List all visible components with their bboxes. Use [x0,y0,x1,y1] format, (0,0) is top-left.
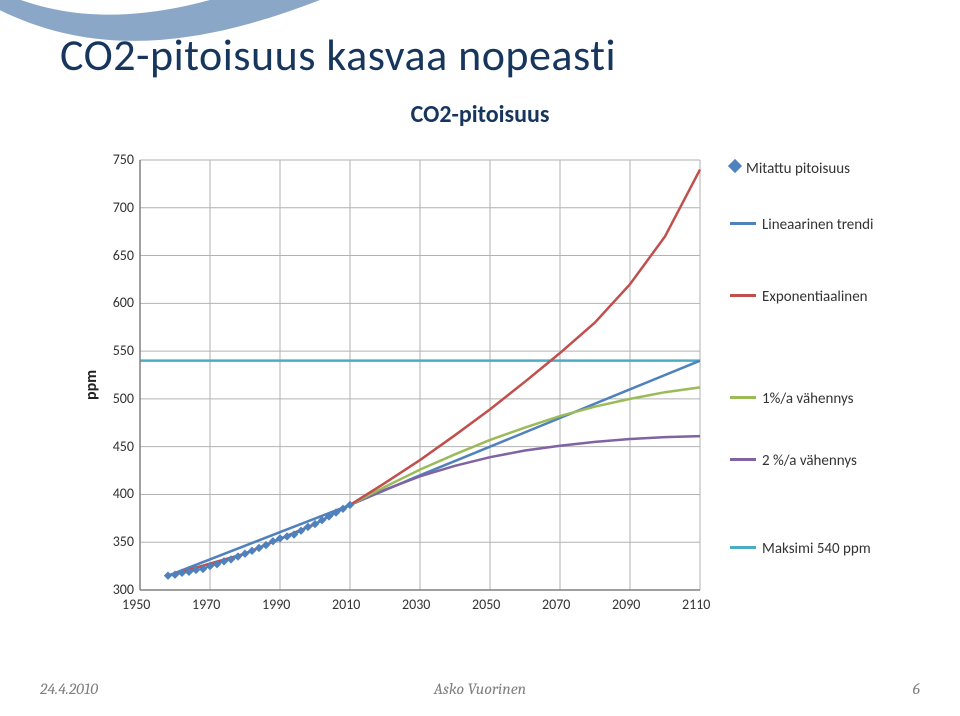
x-tick-label: 1990 [262,596,290,613]
x-tick-label: 2070 [542,596,570,613]
slide-title: CO2-pitoisuus kasvaa nopeasti [60,28,616,82]
legend-measured-label: Mitattu pitoisuus [746,160,850,178]
y-tick-label: 750 [94,151,134,168]
y-tick-label: 600 [94,294,134,311]
x-tick-label: 2010 [332,596,360,613]
y-tick-label: 550 [94,342,134,359]
chart-title: CO2-pitoisuus [0,100,960,129]
legend-measured: Mitattu pitoisuus [730,160,890,178]
legend-max540: Maksimi 540 ppm [730,540,890,558]
x-tick-label: 2110 [682,596,710,613]
legend-linear: Lineaarinen trendi [730,216,890,234]
legend-linear-label: Lineaarinen trendi [762,216,873,234]
x-tick-label: 2030 [402,596,430,613]
slide: { "title": "CO2-pitoisuus kasvaa nopeast… [0,0,960,716]
x-tick-label: 2090 [612,596,640,613]
x-tick-label: 1950 [122,596,150,613]
y-tick-label: 350 [94,533,134,550]
x-tick-label: 1970 [192,596,220,613]
y-tick-label: 700 [94,199,134,216]
x-tick-label: 2050 [472,596,500,613]
legend-exponential: Exponentiaalinen [730,288,890,306]
legend-twopct-label: 2 %/a vähennys [762,452,857,470]
footer-page: 6 [913,680,920,698]
y-tick-label: 650 [94,247,134,264]
legend-twopct: 2 %/a vähennys [730,452,890,470]
legend-onepct-label: 1%/a vähennys [762,390,854,408]
legend-max540-label: Maksimi 540 ppm [762,540,871,558]
legend-exponential-label: Exponentiaalinen [762,288,868,306]
chart-area: ppm 195019701990201020302050207020902110… [70,150,890,630]
y-tick-label: 400 [94,485,134,502]
footer-author: Asko Vuorinen [0,680,960,698]
legend-onepct: 1%/a vähennys [730,390,890,408]
y-tick-label: 500 [94,390,134,407]
y-tick-label: 300 [94,581,134,598]
y-tick-label: 450 [94,438,134,455]
